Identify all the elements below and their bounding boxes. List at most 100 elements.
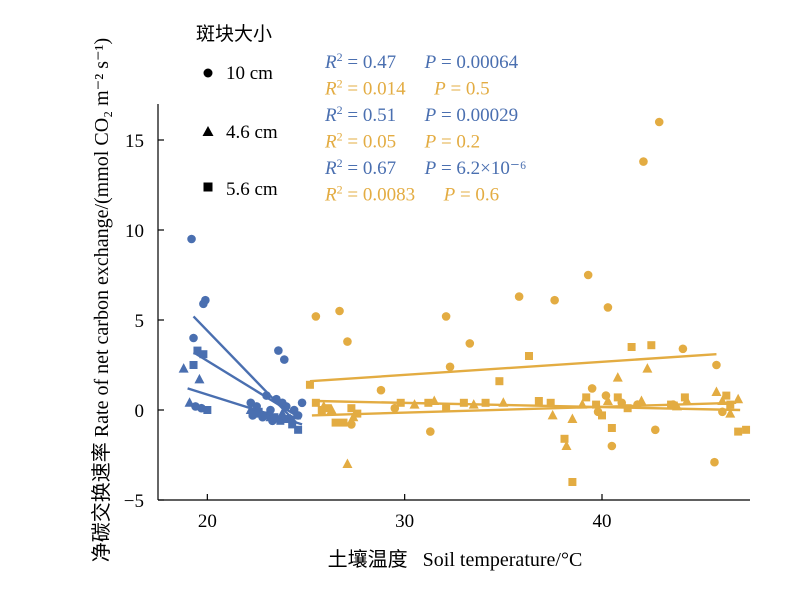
- legend-marker-square: [203, 182, 213, 192]
- data-point: [311, 312, 321, 321]
- x-axis-title-cn: 土壤温度: [328, 547, 408, 571]
- data-point: [560, 434, 569, 443]
- data-point: [187, 234, 196, 244]
- data-point: [613, 393, 622, 402]
- data-point: [194, 373, 205, 384]
- stats-line: R2 = 0.0083 P = 0.6: [324, 183, 499, 206]
- data-point: [294, 425, 303, 434]
- data-point: [311, 398, 320, 407]
- data-point: [203, 406, 212, 414]
- axes: [157, 104, 750, 501]
- x-axis-title-en: Soil temperature/°C: [423, 549, 583, 571]
- x-tick-label: 20: [198, 511, 217, 532]
- data-point: [567, 413, 578, 423]
- data-point: [317, 406, 326, 414]
- y-axis-title-en: Rate of net carbon exchange/(mmol CO₂ m⁻…: [91, 38, 113, 437]
- legend-marker-triangle: [202, 126, 214, 136]
- data-point: [650, 425, 660, 435]
- data-point: [524, 352, 533, 360]
- data-point: [582, 393, 591, 402]
- data-point: [680, 393, 689, 402]
- data-point: [376, 385, 386, 395]
- data-point: [642, 363, 653, 373]
- data-point: [725, 408, 736, 418]
- data-point: [189, 333, 198, 343]
- y-axis-title-text: 净碳交换速率 Rate of net carbon exchange/(mmol…: [89, 38, 113, 562]
- data-point: [592, 400, 601, 409]
- data-point: [712, 360, 721, 370]
- legend: 斑块大小 10 cm 4.6 cm 5.6 cm: [196, 23, 278, 200]
- data-point: [288, 420, 297, 429]
- data-point: [331, 418, 340, 427]
- regression-stats: R2 = 0.47 P = 0.00064 R2 = 0.014 P = 0.5 R…: [324, 50, 527, 206]
- data-point: [184, 397, 195, 407]
- stats-line: R2 = 0.51 P = 0.00029: [324, 103, 518, 126]
- x-tick-label: 30: [395, 511, 414, 532]
- y-axis-title: 净碳交换速率 Rate of net carbon exchange/(mmol…: [89, 38, 113, 562]
- data-point: [323, 404, 332, 413]
- data-point: [602, 395, 613, 405]
- data-point: [639, 157, 648, 166]
- data-point: [274, 346, 283, 355]
- data-point: [276, 416, 285, 425]
- data-point: [636, 395, 647, 405]
- stats-line: R2 = 0.47 P = 0.00064: [324, 50, 519, 73]
- data-point: [547, 409, 558, 420]
- data-point: [726, 400, 735, 409]
- data-point: [178, 363, 189, 373]
- plot-area: [178, 117, 751, 486]
- data-point: [598, 411, 606, 420]
- data-point: [305, 380, 314, 389]
- legend-label-5-6cm: 5.6 cm: [226, 179, 278, 200]
- data-point: [546, 398, 555, 407]
- data-point: [189, 361, 198, 369]
- y-tick-label: 15: [125, 131, 144, 152]
- data-point: [722, 391, 731, 400]
- x-axis-title-text: 土壤温度 Soil temperature/°C: [328, 547, 583, 571]
- y-tick-label: 10: [125, 221, 144, 242]
- series-blue-triangle: [178, 363, 302, 423]
- x-tick-label: 40: [593, 511, 612, 532]
- stats-line: R2 = 0.05 P = 0.2: [324, 130, 480, 153]
- data-point: [465, 339, 475, 348]
- data-point: [270, 413, 279, 422]
- data-point: [583, 270, 593, 280]
- data-point: [199, 350, 208, 359]
- data-point: [343, 337, 352, 346]
- data-point: [347, 404, 356, 413]
- data-point: [534, 397, 543, 405]
- data-point: [193, 346, 202, 355]
- data-point: [339, 418, 348, 427]
- data-point: [550, 295, 559, 305]
- y-tick-label: −5: [124, 491, 144, 512]
- data-point: [514, 292, 524, 301]
- legend-label-10cm: 10 cm: [226, 63, 273, 84]
- data-point: [279, 355, 289, 364]
- fit-line-orange-square: [315, 399, 741, 412]
- data-point: [733, 393, 744, 404]
- data-point: [607, 441, 617, 451]
- data-point: [607, 424, 616, 432]
- data-point: [710, 457, 719, 467]
- x-axis-title: 土壤温度 Soil temperature/°C: [328, 547, 583, 571]
- data-point: [612, 372, 623, 382]
- data-point: [711, 386, 722, 396]
- data-point: [201, 295, 210, 305]
- data-point: [347, 420, 356, 429]
- data-point: [742, 425, 751, 434]
- data-point: [495, 377, 504, 386]
- fit-line-blue-triangle: [192, 351, 297, 417]
- data-point: [445, 362, 455, 372]
- legend-title: 斑块大小: [196, 23, 272, 45]
- data-point: [647, 341, 656, 350]
- data-point: [627, 343, 636, 351]
- y-axis-title-cn: 净碳交换速率: [89, 442, 113, 562]
- y-tick-label: 5: [135, 311, 145, 332]
- data-point: [568, 478, 577, 486]
- data-point: [587, 384, 597, 393]
- data-point: [335, 306, 344, 316]
- fit-line-orange-triangle: [311, 401, 737, 417]
- tick-labels: 20 30 40 −5 0 5 10 15: [124, 131, 612, 532]
- data-point: [603, 303, 613, 312]
